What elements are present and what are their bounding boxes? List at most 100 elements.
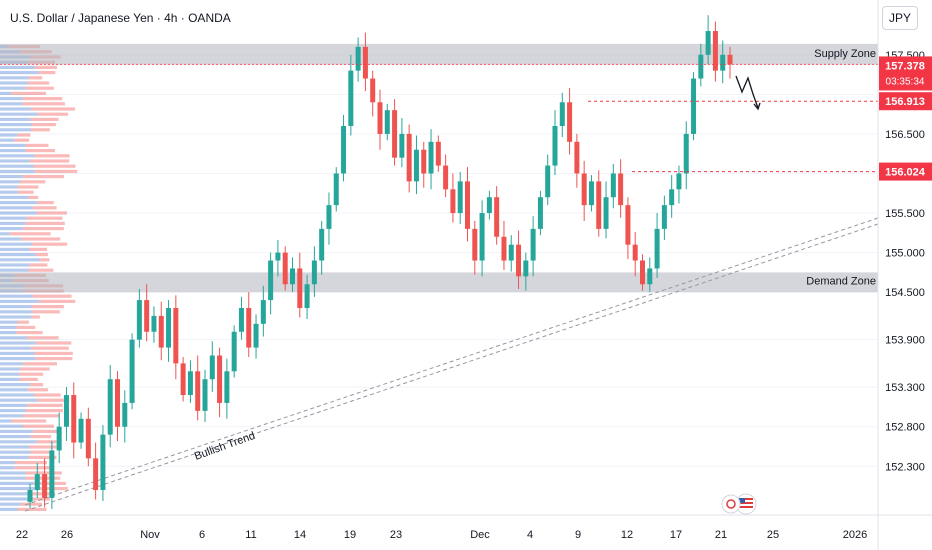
volume-bar-buy [0, 305, 32, 309]
volume-bar-buy [0, 299, 39, 303]
candle-body [275, 252, 281, 261]
volume-bar-sell [38, 71, 56, 75]
supply-zone-label: Supply Zone [814, 48, 876, 60]
x-tick-label: Nov [140, 529, 160, 541]
volume-bar-buy [0, 409, 27, 413]
volume-bar-sell [25, 149, 55, 153]
candle-body [676, 173, 682, 190]
forecast-arrow-icon [735, 75, 761, 111]
volume-bar-buy [0, 164, 34, 168]
candle-body [508, 244, 514, 261]
volume-bar-sell [30, 435, 52, 439]
volume-bar-sell [30, 346, 69, 350]
y-tick-label: 152.800 [885, 422, 925, 434]
x-tick-label: 14 [294, 529, 306, 541]
volume-bar-sell [34, 169, 78, 173]
candle-body [654, 228, 660, 269]
candle-body [195, 371, 201, 411]
volume-bar-buy [0, 258, 40, 262]
candle-body [537, 197, 543, 229]
volume-bar-sell [19, 372, 44, 376]
volume-bar-buy [0, 325, 17, 329]
volume-bar-sell [28, 195, 39, 199]
volume-bar-buy [0, 331, 17, 335]
candle-body [552, 126, 558, 166]
volume-bar-buy [0, 107, 32, 111]
level-tag-1 [879, 92, 932, 111]
candle-body [268, 260, 274, 301]
x-tick-label: 9 [575, 529, 581, 541]
candle-body [187, 371, 193, 396]
x-tick-label: 2026 [843, 529, 867, 541]
volume-bar-sell [36, 211, 67, 215]
x-tick-label: 12 [621, 529, 633, 541]
volume-bar-sell [11, 91, 46, 95]
candle-body [588, 181, 594, 206]
volume-bar-sell [22, 424, 54, 428]
volume-bar-sell [30, 117, 59, 121]
volume-bar-buy [0, 268, 29, 272]
candle-body [523, 260, 529, 277]
candle-body [574, 141, 580, 174]
candle-body [581, 173, 587, 206]
candle-body [632, 244, 638, 261]
volume-bar-sell [30, 383, 44, 387]
volume-bar-sell [28, 76, 43, 80]
volume-bar-sell [35, 341, 72, 345]
volume-bar-sell [34, 154, 70, 158]
x-tick-label: 17 [670, 529, 682, 541]
volume-bar-sell [26, 471, 62, 475]
volume-bar-sell [19, 377, 38, 381]
volume-bar-buy [0, 91, 12, 95]
candle-body [100, 434, 106, 490]
candle-body [486, 197, 492, 214]
volume-bar-buy [0, 492, 33, 496]
candle-body [144, 300, 150, 332]
volume-bar-sell [17, 133, 31, 137]
demand-zone-label: Demand Zone [806, 275, 876, 287]
candle-body [355, 46, 361, 71]
candle-body [712, 31, 718, 71]
volume-bar-buy [0, 133, 18, 137]
volume-bar-buy [0, 159, 30, 163]
current-price-value: 157.378 [885, 60, 925, 72]
current-price-tag [879, 56, 932, 91]
candle-body [625, 205, 631, 245]
candle-body [260, 300, 266, 324]
candle-body [348, 70, 354, 126]
volume-bar-sell [23, 414, 60, 418]
volume-bar-buy [0, 471, 27, 475]
volume-bar-buy [0, 336, 28, 340]
candle-body [610, 173, 616, 198]
volume-bar-buy [0, 253, 36, 257]
volume-bar-buy [0, 414, 24, 418]
candle-body [421, 149, 427, 174]
candle-body [406, 133, 412, 182]
volume-bar-sell [18, 190, 34, 194]
y-tick-label: 156.500 [885, 129, 925, 141]
volume-bar-buy [0, 81, 29, 85]
x-tick-label: Dec [470, 529, 490, 541]
candle-body [136, 300, 142, 340]
volume-bar-sell [17, 185, 39, 189]
volume-bar-sell [11, 419, 47, 423]
y-tick-label: 152.300 [885, 461, 925, 473]
candle-body [457, 181, 463, 214]
volume-bar-buy [0, 315, 32, 319]
candle-body [669, 189, 675, 206]
volume-bar-sell [22, 97, 63, 101]
volume-bar-buy [0, 367, 21, 371]
volume-bar-buy [0, 455, 29, 459]
volume-bar-sell [36, 440, 57, 444]
x-tick-label: 6 [199, 529, 205, 541]
candle-body [71, 395, 77, 443]
candle-body [683, 133, 689, 174]
volume-bar-buy [0, 393, 34, 397]
x-tick-label: 22 [16, 529, 28, 541]
currency-button[interactable]: JPY [882, 6, 918, 30]
volume-bar-buy [0, 175, 23, 179]
candle-body [246, 308, 252, 348]
volume-bar-buy [0, 507, 18, 511]
candle-body [166, 308, 172, 348]
